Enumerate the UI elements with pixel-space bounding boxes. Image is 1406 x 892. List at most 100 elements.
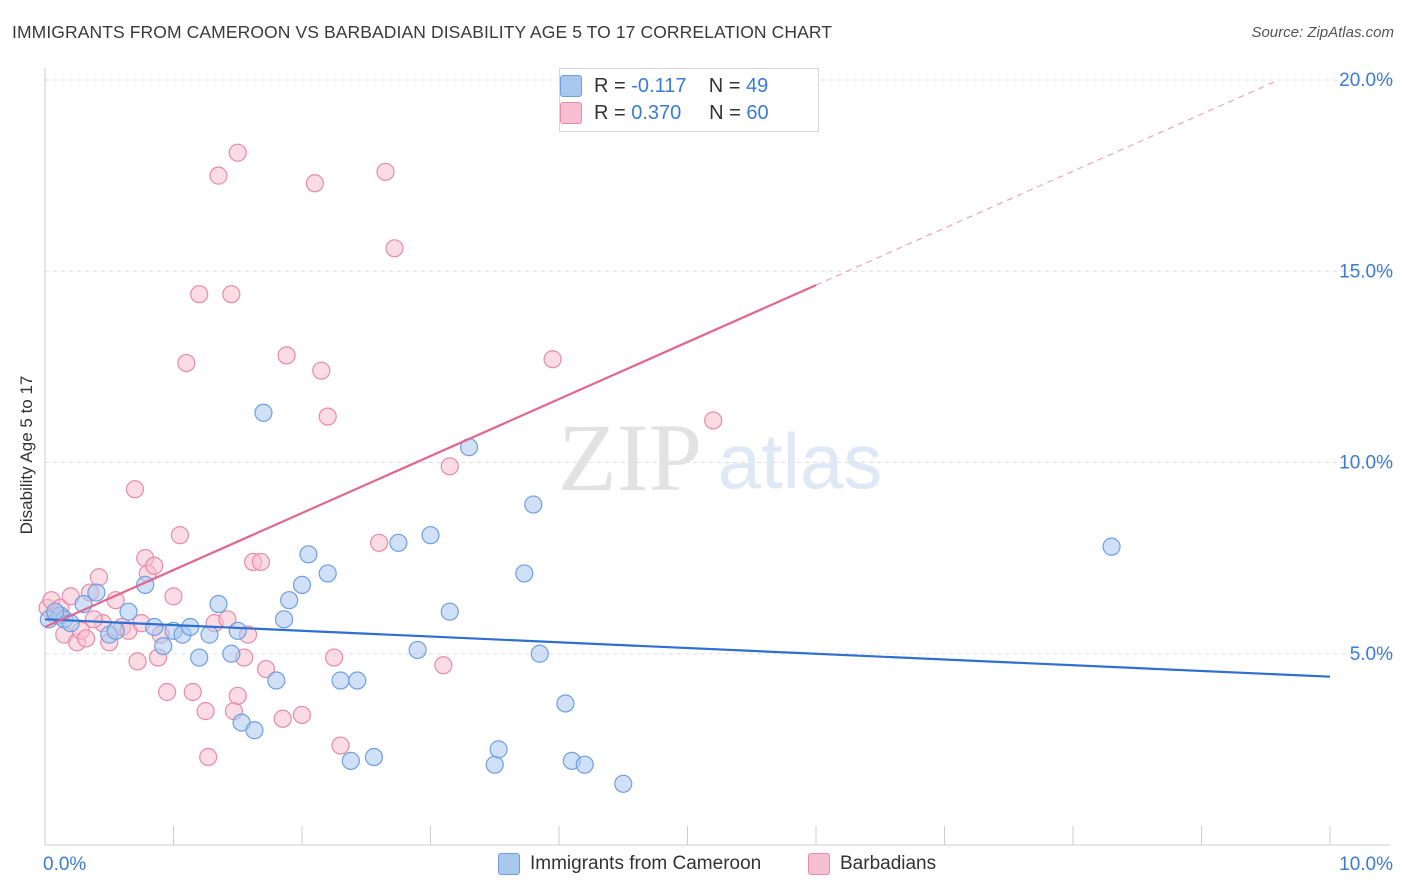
legend-r-label: R = <box>594 101 626 124</box>
bottom-legend-label: Immigrants from Cameroon <box>530 853 762 874</box>
point-barbadians <box>331 736 350 755</box>
point-barbadians <box>325 648 344 667</box>
point-barbadians <box>273 709 292 728</box>
point-cameroon <box>106 621 125 640</box>
point-barbadians <box>89 568 109 587</box>
legend-n-value: 49 <box>745 74 769 97</box>
point-cameroon <box>331 671 350 690</box>
point-cameroon <box>408 640 427 660</box>
point-barbadians <box>376 162 395 181</box>
point-cameroon <box>575 755 594 774</box>
point-cameroon <box>530 644 549 663</box>
y-tick-label: 20.0% <box>1339 70 1393 91</box>
trend-barbadians-solid <box>44 284 817 628</box>
point-cameroon <box>348 671 367 690</box>
point-barbadians <box>704 411 723 430</box>
bottom-legend-swatch-pink <box>808 853 830 875</box>
point-cameroon <box>222 644 241 663</box>
bottom-legend-barbadians: Barbadians <box>808 851 936 877</box>
point-barbadians <box>84 610 103 629</box>
tick-labels: 5.0% 10.0% 15.0% 20.0% 0.0% 10.0% <box>43 70 1393 875</box>
point-cameroon <box>280 591 299 610</box>
series-barbadians <box>38 143 723 767</box>
point-barbadians <box>209 166 228 185</box>
y-tick-label: 10.0% <box>1339 453 1393 474</box>
bottom-legend-swatch-blue <box>498 853 520 875</box>
point-cameroon <box>245 721 264 740</box>
point-cameroon <box>87 583 106 602</box>
legend-r-value: 0.370 <box>631 101 682 124</box>
point-cameroon <box>1102 537 1121 556</box>
point-barbadians <box>199 747 218 767</box>
bottom-legend-cameroon: Immigrants from Cameroon <box>498 851 761 877</box>
x-tick-label: 0.0% <box>43 854 86 875</box>
legend-n-value: 60 <box>746 101 769 124</box>
point-cameroon <box>190 648 209 667</box>
point-barbadians <box>440 457 459 476</box>
point-barbadians <box>228 686 247 705</box>
point-cameroon <box>524 495 543 514</box>
point-barbadians <box>251 552 270 572</box>
watermark-atlas: atlas <box>718 417 883 505</box>
point-barbadians <box>222 285 241 304</box>
point-cameroon <box>209 594 228 614</box>
point-cameroon <box>274 610 294 629</box>
point-barbadians <box>318 407 337 426</box>
chart-title: IMMIGRANTS FROM CAMEROON VS BARBADIAN DI… <box>12 22 833 42</box>
point-cameroon <box>254 403 273 422</box>
point-barbadians <box>145 556 164 575</box>
axes <box>44 68 1390 846</box>
legend-n-label: N = <box>708 74 741 97</box>
point-barbadians <box>196 702 215 721</box>
point-cameroon <box>421 526 440 545</box>
point-barbadians <box>164 587 183 606</box>
point-cameroon <box>200 625 219 644</box>
point-cameroon <box>389 533 408 552</box>
point-cameroon <box>614 774 633 793</box>
point-barbadians <box>228 143 247 162</box>
point-cameroon <box>292 575 312 595</box>
point-barbadians <box>125 480 145 499</box>
point-cameroon <box>364 747 384 767</box>
point-cameroon <box>489 740 508 759</box>
legend-swatch-pink <box>560 102 582 124</box>
x-tick-label: 10.0% <box>1339 854 1393 875</box>
point-barbadians <box>277 346 296 365</box>
legend-r-value: -0.117 <box>631 74 687 97</box>
point-cameroon <box>515 564 534 583</box>
y-tick-label: 15.0% <box>1339 261 1393 282</box>
point-barbadians <box>128 652 147 671</box>
point-cameroon <box>556 694 575 713</box>
point-barbadians <box>256 659 276 679</box>
point-barbadians <box>77 629 96 648</box>
trend-cameroon-solid <box>44 618 1331 678</box>
point-barbadians <box>312 361 331 380</box>
point-cameroon <box>46 602 65 621</box>
point-cameroon <box>119 602 138 621</box>
point-barbadians <box>170 526 190 545</box>
point-cameroon <box>154 636 173 656</box>
point-barbadians <box>370 533 389 552</box>
point-cameroon <box>440 602 459 621</box>
correlation-legend: R = -0.117 N = 49 R = 0.370 N = 60 <box>559 68 819 132</box>
point-cameroon <box>228 621 247 640</box>
point-barbadians <box>434 656 453 675</box>
watermark-zip: ZIP <box>558 404 702 511</box>
trend-lines <box>44 79 1331 678</box>
legend-row-cameroon: R = -0.117 N = 49 <box>560 74 769 98</box>
bottom-legend-label: Barbadians <box>840 853 937 874</box>
legend-row-barbadians: R = 0.370 N = 60 <box>560 101 769 125</box>
point-cameroon <box>485 755 504 774</box>
point-barbadians <box>157 682 177 702</box>
point-cameroon <box>299 545 318 564</box>
point-cameroon <box>341 751 360 770</box>
legend-n-label: N = <box>709 101 741 124</box>
point-barbadians <box>305 174 324 193</box>
point-barbadians <box>385 239 404 258</box>
source-credit: Source: ZipAtlas.com <box>1251 24 1394 41</box>
point-cameroon <box>318 564 337 583</box>
point-barbadians <box>292 705 312 725</box>
legend-swatch-blue <box>560 75 582 97</box>
point-barbadians <box>543 350 562 369</box>
